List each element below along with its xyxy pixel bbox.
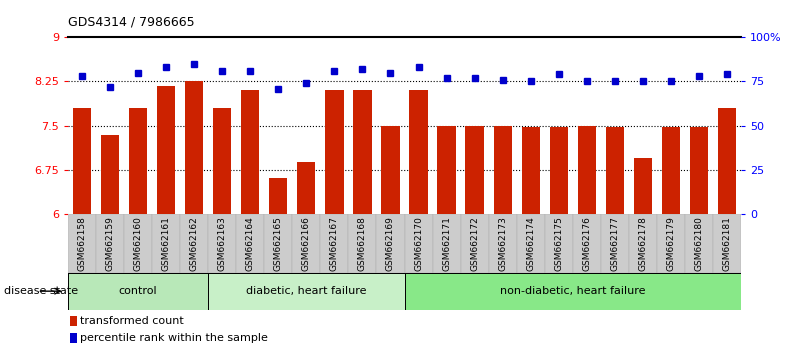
Bar — [718, 108, 736, 214]
Text: GSM662164: GSM662164 — [246, 216, 255, 271]
Text: GSM662173: GSM662173 — [498, 216, 507, 271]
Bar — [606, 127, 624, 214]
Bar — [208, 214, 236, 273]
Bar — [549, 127, 568, 214]
Bar — [376, 214, 405, 273]
Bar — [70, 333, 77, 343]
Bar — [713, 214, 741, 273]
Text: GSM662177: GSM662177 — [610, 216, 619, 271]
Text: GSM662165: GSM662165 — [274, 216, 283, 271]
Bar — [68, 214, 96, 273]
Bar — [236, 214, 264, 273]
Bar — [73, 108, 91, 214]
Bar — [124, 214, 152, 273]
Text: GSM662171: GSM662171 — [442, 216, 451, 271]
Bar — [405, 214, 433, 273]
Bar — [433, 214, 461, 273]
Bar — [409, 90, 428, 214]
Text: diabetic, heart failure: diabetic, heart failure — [246, 286, 367, 296]
Bar — [489, 214, 517, 273]
Bar — [292, 214, 320, 273]
Text: non-diabetic, heart failure: non-diabetic, heart failure — [500, 286, 646, 296]
Bar — [325, 90, 344, 214]
Bar — [208, 273, 405, 310]
Text: GSM662175: GSM662175 — [554, 216, 563, 271]
Text: GSM662167: GSM662167 — [330, 216, 339, 271]
Bar — [629, 214, 657, 273]
Text: GSM662161: GSM662161 — [162, 216, 171, 271]
Text: percentile rank within the sample: percentile rank within the sample — [80, 333, 268, 343]
Bar — [241, 90, 260, 214]
Bar — [545, 214, 573, 273]
Text: GSM662178: GSM662178 — [638, 216, 647, 271]
Text: GDS4314 / 7986665: GDS4314 / 7986665 — [68, 15, 195, 28]
Text: GSM662180: GSM662180 — [694, 216, 703, 271]
Bar — [264, 214, 292, 273]
Bar — [297, 162, 316, 214]
Bar — [381, 126, 400, 214]
Text: GSM662181: GSM662181 — [723, 216, 731, 271]
Bar — [690, 127, 708, 214]
Bar — [269, 178, 288, 214]
Bar — [157, 86, 175, 214]
Bar — [662, 127, 680, 214]
Bar — [601, 214, 629, 273]
Bar — [320, 214, 348, 273]
Text: GSM662159: GSM662159 — [106, 216, 115, 271]
Text: GSM662174: GSM662174 — [526, 216, 535, 271]
Bar — [657, 214, 685, 273]
Bar — [180, 214, 208, 273]
Text: GSM662176: GSM662176 — [582, 216, 591, 271]
Text: GSM662170: GSM662170 — [414, 216, 423, 271]
Bar — [68, 273, 208, 310]
Bar — [461, 214, 489, 273]
Bar — [101, 135, 119, 214]
Text: GSM662163: GSM662163 — [218, 216, 227, 271]
Bar — [152, 214, 180, 273]
Bar — [634, 158, 652, 214]
Text: transformed count: transformed count — [80, 316, 183, 326]
Bar — [493, 126, 512, 214]
Bar — [70, 316, 77, 326]
Text: GSM662172: GSM662172 — [470, 216, 479, 271]
Bar — [185, 81, 203, 214]
Text: GSM662166: GSM662166 — [302, 216, 311, 271]
Bar — [405, 273, 741, 310]
Bar — [437, 126, 456, 214]
Bar — [353, 90, 372, 214]
Bar — [517, 214, 545, 273]
Bar — [521, 127, 540, 214]
Text: GSM662160: GSM662160 — [134, 216, 143, 271]
Bar — [213, 108, 231, 214]
Bar — [465, 126, 484, 214]
Text: GSM662162: GSM662162 — [190, 216, 199, 271]
Text: control: control — [119, 286, 158, 296]
Bar — [578, 126, 596, 214]
Bar — [96, 214, 124, 273]
Text: GSM662168: GSM662168 — [358, 216, 367, 271]
Text: GSM662169: GSM662169 — [386, 216, 395, 271]
Bar — [685, 214, 713, 273]
Text: disease state: disease state — [4, 286, 78, 296]
Bar — [573, 214, 601, 273]
Bar — [348, 214, 376, 273]
Text: GSM662158: GSM662158 — [78, 216, 87, 271]
Bar — [129, 108, 147, 214]
Text: GSM662179: GSM662179 — [666, 216, 675, 271]
